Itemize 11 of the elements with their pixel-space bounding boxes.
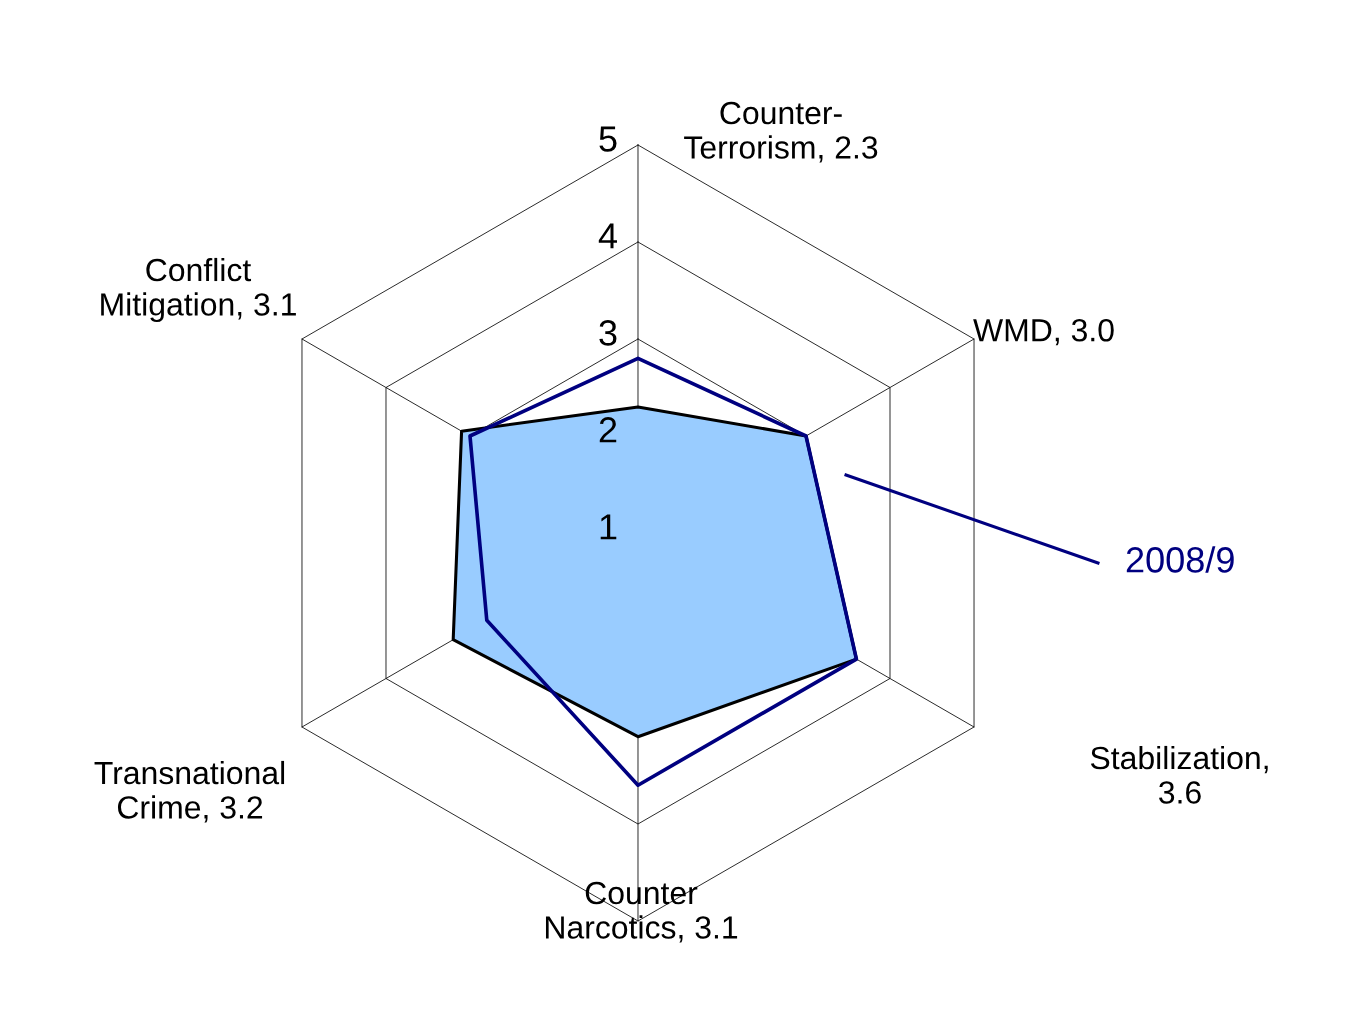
spoke-label: WMD, 3.0 <box>973 318 1114 346</box>
y-tick-label: 2 <box>599 417 617 443</box>
y-tick-label: 1 <box>600 514 617 540</box>
spoke-label: Stabilization, 3.6 <box>1090 745 1268 804</box>
spoke-label: Transnational Crime, 3.2 <box>94 760 285 823</box>
spoke-label: Counter- Terrorism, 2.3 <box>684 101 878 163</box>
spoke-label: Conflict Mitigation, 3.1 <box>101 257 296 323</box>
text: 2008/9 <box>1126 546 1234 573</box>
y-tick-label: 5 <box>599 126 617 152</box>
y-tick-label: 4 <box>598 223 617 249</box>
y-tick-label: 3 <box>599 320 617 346</box>
